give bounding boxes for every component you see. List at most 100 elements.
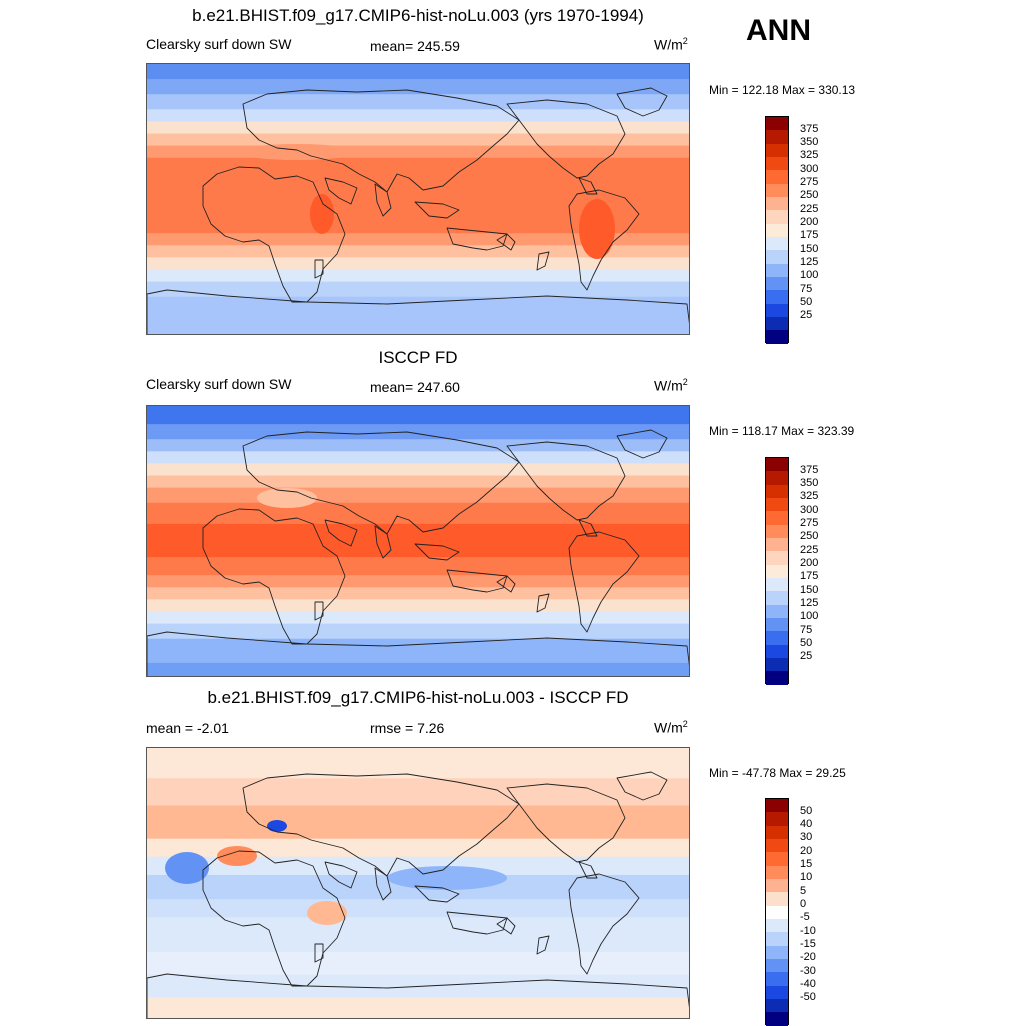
colorbar-swatch [766,143,788,157]
colorbar-tick-label: 5 [800,884,807,897]
lat-band [147,623,689,640]
variable-label: Clearsky surf down SW [146,36,292,52]
coastline [202,508,346,645]
colorbar-tick-label: 375 [800,122,819,135]
coastline [578,861,598,879]
colorbar-swatch [766,825,788,839]
coastline [536,593,550,613]
lat-band [147,599,689,613]
coastline [242,773,520,877]
colorbar-swatch [766,671,788,685]
colorbar-tick-label: -10 [800,924,816,937]
colorbar-swatch [766,631,788,645]
colorbar-swatch [766,263,788,277]
mean-label: mean= 247.60 [370,379,460,395]
lat-band [147,463,689,477]
coastline [506,99,626,179]
coastline [496,575,516,593]
colorbar-tick-label: 225 [800,543,819,556]
lat-band [147,638,689,664]
coastline [568,873,640,975]
lat-band [147,79,689,95]
coastline [536,251,550,271]
units-label: W/m2 [654,377,688,394]
colorbar-tick-label: 200 [800,216,819,229]
lat-band [147,269,689,283]
lat-band [147,296,689,334]
colorbar-swatch [766,524,788,538]
colorbar-swatch [766,591,788,605]
coastline [242,431,520,535]
lat-band [147,121,689,135]
panel-title: b.e21.BHIST.f09_g17.CMIP6-hist-noLu.003 … [192,6,644,25]
colorbar-tick-label: -5 [800,911,810,924]
colorbar-tick-label: 25 [800,309,813,322]
coastline [324,519,358,547]
mean-label: mean= 245.59 [370,38,460,54]
panel-title: ISCCP FD [378,348,458,367]
colorbar-tick-label: -15 [800,938,816,951]
mean-label: mean = -2.01 [146,720,229,736]
colorbar-tick-label: 325 [800,490,819,503]
lat-band [147,575,689,588]
colorbar [765,116,789,344]
colorbar-tick-label: 75 [800,623,813,636]
colorbar-swatch [766,892,788,906]
lat-band [147,611,689,625]
colorbar-swatch [766,799,788,813]
panel-title: b.e21.BHIST.f09_g17.CMIP6-hist-noLu.003 … [207,688,629,707]
coastline [324,177,358,205]
lat-band [147,133,689,147]
colorbar-tick-label: -20 [800,951,816,964]
colorbar-swatch [766,497,788,512]
colorbar-swatch [766,130,788,144]
coastline [314,943,324,963]
colorbar-swatch [766,170,788,184]
field-feature [257,488,317,508]
field-feature [267,820,287,832]
lat-band [147,64,689,80]
lat-band [147,917,689,953]
colorbar-tick-label: 300 [800,162,819,175]
map-panel-obs [146,405,690,677]
coastline [616,771,668,801]
colorbar-swatch [766,998,788,1013]
units-label: W/m2 [654,36,688,53]
coastline [324,861,358,889]
colorbar-tick-label: 40 [800,818,813,831]
coastline [446,569,508,593]
colorbar-swatch [766,932,788,946]
colorbar-swatch [766,316,788,331]
colorbar-tick-label: 30 [800,831,813,844]
colorbar-swatch [766,471,788,485]
colorbar-tick-label: 20 [800,844,813,857]
coastline [202,850,346,987]
colorbar-tick-label: 150 [800,583,819,596]
lat-band [147,233,689,246]
colorbar-swatch [766,985,788,999]
minmax-label: Min = 118.17 Max = 323.39 [709,424,855,438]
colorbar-swatch [766,210,788,224]
colorbar-tick-label: 50 [800,804,813,817]
colorbar-swatch [766,838,788,853]
colorbar-tick-label: 300 [800,503,819,516]
colorbar-tick-label: -50 [800,991,816,1004]
colorbar-swatch [766,918,788,933]
colorbar-swatch [766,236,788,251]
coastline [446,227,508,251]
colorbar-tick-label: 275 [800,517,819,530]
lat-band [147,451,689,464]
colorbar-tick-label: 175 [800,229,819,242]
colorbar-tick-label: 50 [800,637,813,650]
colorbar-swatch [766,290,788,304]
lat-band [147,523,689,558]
colorbar-swatch [766,156,788,171]
colorbar-swatch [766,303,788,317]
lat-band [147,502,689,525]
colorbar-swatch [766,511,788,525]
coastline [242,89,520,193]
field-feature [165,852,209,884]
colorbar-swatch [766,958,788,973]
colorbar-tick-label: 100 [800,269,819,282]
coastline [314,259,324,279]
